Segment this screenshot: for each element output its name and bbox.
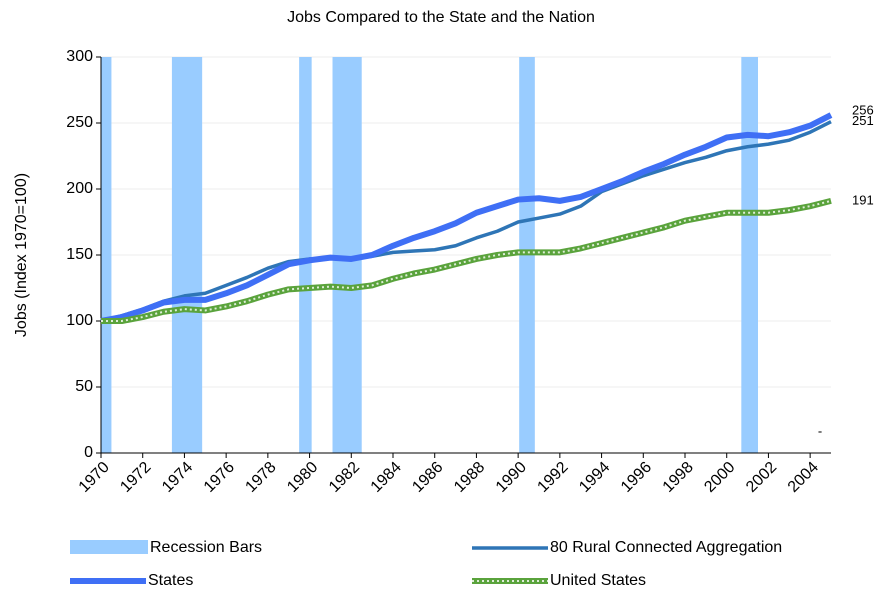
x-tick-label: 1978: [242, 459, 279, 496]
x-tick-label: 1986: [409, 459, 446, 496]
chart-title: Jobs Compared to the State and the Natio…: [287, 9, 595, 26]
x-tick-label: 2002: [743, 459, 780, 496]
y-tick-label: 0: [84, 444, 93, 461]
x-tick-label: 1974: [159, 459, 196, 496]
series-texture: [101, 199, 832, 322]
legend-label: Recession Bars: [150, 539, 262, 556]
x-tick-label: 1988: [451, 459, 488, 496]
x-tick-label: 1998: [660, 459, 697, 496]
x-tick-label: 1984: [368, 459, 405, 496]
recession-bar: [299, 57, 312, 453]
x-tick-label: 1982: [326, 459, 363, 496]
series-line: [100, 120, 832, 323]
legend-swatch: [70, 540, 148, 554]
y-tick-label: 300: [66, 48, 93, 65]
x-tick-label: 1996: [618, 459, 655, 496]
y-axis-label: Jobs (Index 1970=100): [13, 173, 30, 337]
x-tick-label: 1994: [576, 459, 613, 496]
x-tick-label: 2004: [785, 459, 822, 496]
recession-bar: [741, 57, 758, 453]
x-tick-label: 1990: [493, 459, 530, 496]
legend-label: United States: [550, 572, 646, 589]
end-label: 251: [852, 113, 874, 128]
y-tick-label: 50: [75, 378, 93, 395]
x-tick-label: 1970: [76, 459, 113, 496]
recession-bar: [171, 57, 203, 453]
x-tick-label: 1980: [284, 459, 321, 496]
y-tick-label: 100: [66, 312, 93, 329]
x-tick-label: 2000: [701, 459, 738, 496]
legend-label: 80 Rural Connected Aggregation: [550, 539, 782, 556]
legend-label: States: [148, 572, 193, 589]
x-tick-label: 1972: [117, 459, 154, 496]
y-tick-label: 200: [66, 180, 93, 197]
y-tick-label: 250: [66, 114, 93, 131]
x-tick-label: 1992: [534, 459, 571, 496]
y-tick-label: 150: [66, 246, 93, 263]
x-tick-label: 1976: [201, 459, 238, 496]
annotation: -: [818, 423, 822, 438]
end-label: 256: [852, 103, 874, 118]
recession-bar: [101, 57, 112, 453]
end-label: 191: [852, 192, 874, 207]
series-line: [100, 112, 833, 324]
